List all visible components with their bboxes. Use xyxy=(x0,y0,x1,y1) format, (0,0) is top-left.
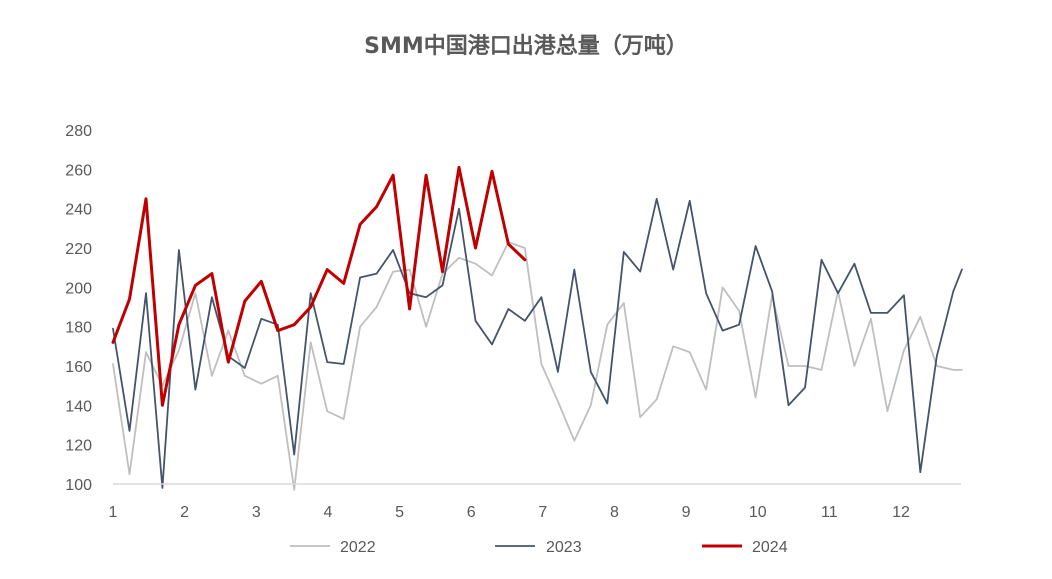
y-tick-label: 120 xyxy=(65,438,92,455)
legend-label-2024: 2024 xyxy=(752,539,788,556)
series-line-2023 xyxy=(112,197,963,489)
x-tick-label: 11 xyxy=(821,504,838,521)
x-tick-label: 8 xyxy=(610,504,619,521)
chart-title: SMM中国港口出港总量（万吨） xyxy=(364,34,688,59)
y-tick-label: 100 xyxy=(65,477,92,494)
legend-label-2022: 2022 xyxy=(340,539,376,556)
y-tick-label: 200 xyxy=(65,280,92,297)
y-tick-label: 280 xyxy=(65,123,92,140)
series-lines xyxy=(111,165,963,491)
y-tick-label: 240 xyxy=(65,202,92,219)
x-tick-label: 1 xyxy=(109,504,118,521)
x-tick-label: 2 xyxy=(180,504,189,521)
series-line-2022 xyxy=(112,241,963,491)
y-tick-label: 160 xyxy=(65,359,92,376)
y-tick-label: 260 xyxy=(65,162,92,179)
x-tick-label: 3 xyxy=(252,504,261,521)
y-tick-label: 220 xyxy=(65,241,92,258)
x-tick-label: 6 xyxy=(467,504,476,521)
y-tick-label: 140 xyxy=(65,398,92,415)
series-line-2024 xyxy=(111,165,527,407)
legend-label-2023: 2023 xyxy=(546,539,582,556)
x-tick-label: 4 xyxy=(323,504,332,521)
x-tick-label: 10 xyxy=(749,504,767,521)
legend: 2022 2023 2024 xyxy=(290,539,788,556)
x-tick-label: 5 xyxy=(395,504,404,521)
x-tick-label: 12 xyxy=(892,504,910,521)
x-tick-label: 9 xyxy=(682,504,691,521)
x-tick-label: 7 xyxy=(538,504,547,521)
y-tick-label: 180 xyxy=(65,320,92,337)
